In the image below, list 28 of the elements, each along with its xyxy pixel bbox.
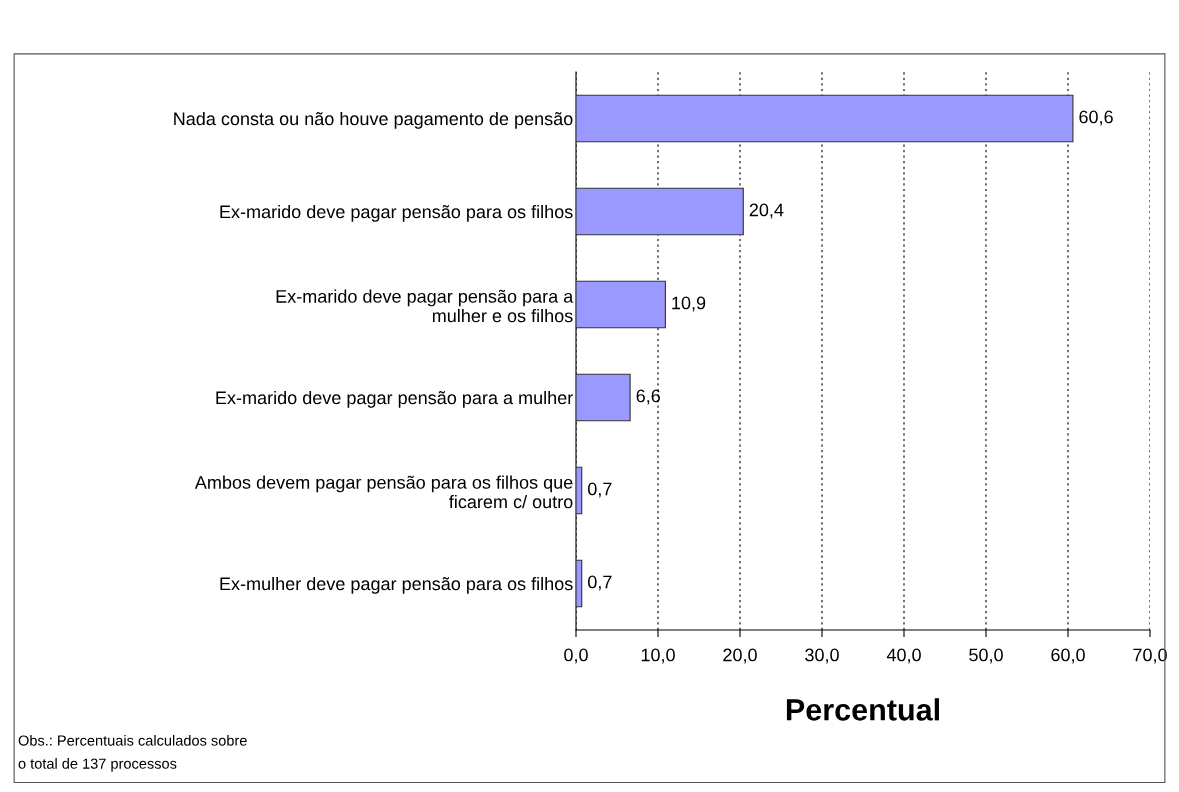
bar	[576, 187, 744, 236]
x-tick-label: 30,0	[805, 648, 839, 664]
x-axis-title: Percentual	[786, 698, 939, 721]
x-tick-label: 0,0	[564, 648, 588, 664]
y-tick-label: Nada consta ou não houve pagamento de pensão	[174, 111, 573, 129]
x-tick-label: 70,0	[1133, 648, 1167, 664]
text: Obs.: Percentuais calculados sobre o total de 137 processos	[18, 735, 247, 772]
data-label: 20,4	[749, 203, 784, 219]
data-label: 0,7	[588, 575, 612, 591]
y-tick-label: Ex-mulher deve pagar pensão para os filhos	[220, 576, 573, 594]
y-tick-label: Ambos devem pagar pensão para os filhos que ficarem c/ outro	[194, 475, 573, 509]
x-tick-label: 60,0	[1051, 648, 1085, 664]
bar	[576, 94, 1074, 143]
bar	[576, 559, 583, 608]
data-label: 60,6	[1079, 110, 1113, 126]
y-tick-label: Ex-marido deve pagar pensão para os filhos	[220, 204, 573, 222]
x-tick-label: 10,0	[641, 648, 675, 664]
x-tick-label: 50,0	[969, 648, 1003, 664]
x-tick-label: 40,0	[886, 648, 921, 664]
y-tick-label: Ex-marido deve pagar pensão para a mulher e os filhos	[276, 289, 574, 323]
bar	[576, 280, 666, 329]
data-label: 6,6	[636, 389, 660, 405]
data-label: 0,7	[588, 482, 612, 498]
bar	[576, 373, 631, 422]
data-label: 10,9	[672, 296, 706, 312]
x-tick-label: 20,0	[723, 648, 757, 664]
y-tick-label: Ex-marido deve pagar pensão para a mulher	[216, 390, 573, 408]
bar	[576, 466, 583, 515]
